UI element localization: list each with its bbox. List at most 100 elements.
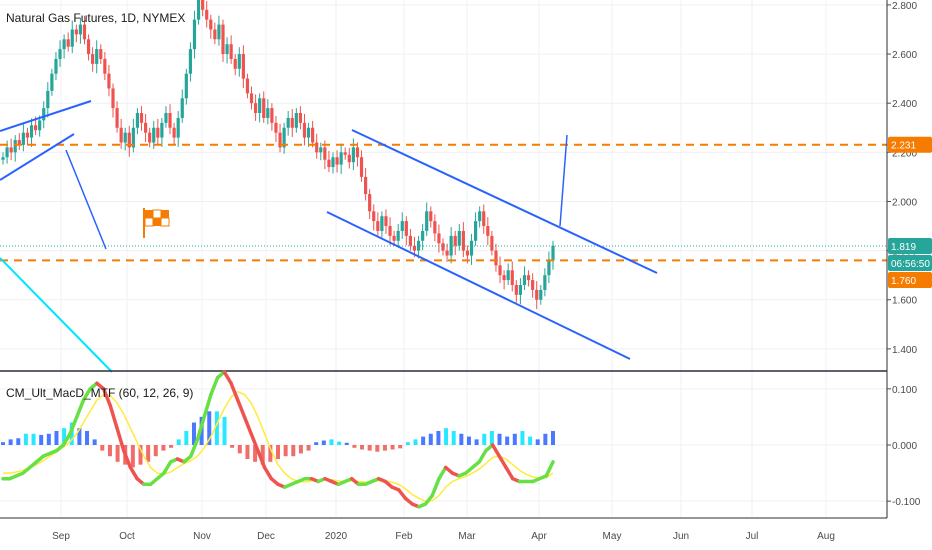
- candle: [184, 68, 188, 105]
- candle: [111, 83, 115, 118]
- histogram-bar: [298, 445, 303, 454]
- macd-segment: [236, 398, 247, 419]
- candle: [396, 224, 400, 248]
- price-tick-label: 2.200: [892, 148, 917, 159]
- price-pane[interactable]: [0, 0, 887, 373]
- candle: [160, 117, 164, 147]
- candle: [473, 212, 478, 246]
- candle: [135, 108, 140, 135]
- histogram-bar: [92, 439, 97, 445]
- histogram-bar: [214, 411, 219, 445]
- candle: [376, 212, 380, 236]
- macd-segment: [256, 448, 267, 470]
- histogram-bar: [344, 442, 349, 445]
- candle: [152, 120, 156, 149]
- candle: [188, 42, 193, 82]
- histogram-bar: [398, 445, 403, 449]
- histogram-bar: [1, 442, 5, 445]
- candle: [209, 14, 213, 39]
- candle: [249, 86, 254, 110]
- flag-icon[interactable]: [143, 208, 170, 238]
- histogram-bar: [207, 411, 212, 445]
- histogram-bar: [115, 445, 120, 462]
- cyan-line[interactable]: [0, 257, 113, 373]
- histogram-bar: [436, 430, 441, 445]
- candle: [176, 111, 180, 147]
- candle: [168, 104, 172, 135]
- candle: [237, 47, 241, 77]
- histogram-bar: [85, 430, 90, 445]
- time-axis-ticks: Sep Oct Nov Dec 2020 Feb Mar Apr May Jun Jul Aug: [52, 531, 835, 542]
- candle: [62, 34, 66, 59]
- macd-tick-label: 0.000: [892, 441, 917, 452]
- candle: [294, 108, 298, 133]
- histogram-bar: [360, 445, 365, 450]
- macd-segment: [162, 460, 173, 475]
- candle: [380, 211, 384, 238]
- histogram-bar: [535, 439, 540, 445]
- trendlines[interactable]: [0, 100, 658, 373]
- candle: [327, 150, 331, 172]
- candle: [486, 217, 490, 246]
- histogram-bar: [428, 433, 433, 445]
- macd-segment: [430, 476, 441, 498]
- histogram-bar: [520, 430, 525, 445]
- candle: [172, 122, 176, 146]
- histogram-bar: [306, 445, 311, 451]
- candle: [270, 103, 274, 131]
- candle: [551, 240, 555, 270]
- candle: [408, 228, 413, 251]
- histogram-bar: [237, 445, 242, 454]
- macd-segment: [242, 415, 253, 436]
- histogram-bar: [245, 445, 250, 460]
- time-tick-label: 2020: [325, 531, 348, 542]
- macd-segment: [222, 370, 233, 385]
- histogram-bar: [382, 445, 387, 451]
- time-tick-label: Apr: [531, 531, 547, 542]
- histogram-bar: [337, 441, 342, 445]
- candle: [416, 235, 421, 259]
- histogram-bar: [161, 445, 166, 451]
- candle: [445, 243, 449, 262]
- macd-segment: [209, 375, 220, 397]
- histogram-bar: [138, 445, 143, 465]
- candle: [241, 45, 245, 88]
- candle: [123, 127, 127, 151]
- left-channel-lower[interactable]: [0, 133, 75, 181]
- candle: [205, 0, 209, 28]
- candle: [42, 101, 46, 129]
- candle: [66, 32, 70, 52]
- channel-lower-line[interactable]: [326, 211, 631, 360]
- candle: [180, 89, 184, 123]
- histogram-bar: [107, 445, 112, 457]
- candle: [347, 147, 351, 169]
- price-tick-label: 2.800: [892, 1, 917, 12]
- macd-segment: [189, 437, 200, 458]
- histogram-bar: [321, 440, 326, 445]
- candle: [547, 251, 551, 284]
- macd-segment: [490, 443, 502, 458]
- histogram-bar: [497, 433, 502, 445]
- histogram-bar: [474, 439, 479, 445]
- time-axis-bg[interactable]: [0, 518, 932, 550]
- channel-upper-line[interactable]: [351, 129, 658, 274]
- candle: [384, 209, 388, 234]
- macd-pane[interactable]: [1, 370, 555, 509]
- candle: [286, 111, 290, 136]
- left-diagonal-line[interactable]: [65, 149, 107, 250]
- candle: [278, 123, 282, 153]
- candle: [302, 114, 307, 146]
- projection-line[interactable]: [559, 134, 568, 227]
- histogram-bar: [62, 428, 67, 445]
- macd-segment: [195, 415, 206, 442]
- candle: [74, 24, 78, 43]
- price-tick-label: 2.400: [892, 99, 917, 110]
- candle: [86, 34, 91, 61]
- candle: [50, 68, 54, 96]
- histogram-bar: [176, 439, 181, 445]
- left-channel-upper[interactable]: [0, 100, 92, 132]
- candle: [91, 47, 95, 72]
- histogram-bar: [8, 439, 13, 445]
- histogram-bar: [153, 445, 158, 457]
- candle: [506, 263, 510, 286]
